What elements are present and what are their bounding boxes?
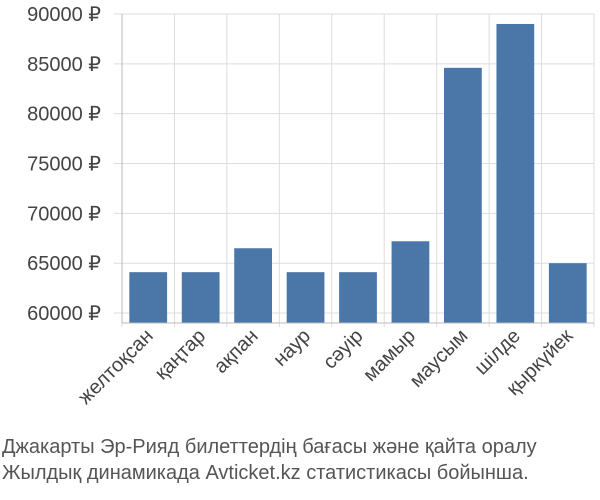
label-layer: 60000 ₽ 65000 ₽ 70000 ₽ 75000 ₽ 80000 ₽ 85000… xyxy=(27,4,577,409)
chart-caption-line-2: Жылдық динамикада Avticket.kz статистика… xyxy=(2,462,529,484)
y-tick-label: 60000 ₽ xyxy=(27,303,101,325)
x-tick-label: ақпан xyxy=(210,325,263,378)
x-tick-label: маусым xyxy=(406,325,473,392)
x-tick-label: сәуір xyxy=(319,325,368,374)
y-tick-label: 75000 ₽ xyxy=(27,154,101,176)
y-tick-label: 85000 ₽ xyxy=(27,54,101,76)
x-tick-label: қаңтар xyxy=(151,325,210,384)
axis-layer xyxy=(121,14,594,324)
chart-caption-line-1: Джакарты Эр-Рияд билеттердің бағасы және… xyxy=(2,436,537,458)
y-tick-label: 90000 ₽ xyxy=(27,4,101,26)
bar-chart: 60000 ₽ 65000 ₽ 70000 ₽ 75000 ₽ 80000 ₽ 85000… xyxy=(27,4,595,409)
bar-7 xyxy=(496,23,535,323)
x-tick-label: желтоқсан xyxy=(74,325,158,409)
bar-layer xyxy=(129,23,587,323)
bar-4 xyxy=(339,272,377,323)
bar-6 xyxy=(444,67,482,323)
grid-layer xyxy=(114,13,595,327)
bar-2 xyxy=(234,248,272,323)
y-tick-label: 65000 ₽ xyxy=(27,253,101,275)
bar-3 xyxy=(286,272,325,323)
x-tick-label: наур xyxy=(269,325,315,371)
y-tick-label: 70000 ₽ xyxy=(27,203,101,225)
bar-1 xyxy=(181,272,220,323)
bar-0 xyxy=(129,272,168,323)
bar-5 xyxy=(391,241,430,323)
bar-8 xyxy=(548,263,587,323)
y-tick-label: 80000 ₽ xyxy=(27,104,101,126)
